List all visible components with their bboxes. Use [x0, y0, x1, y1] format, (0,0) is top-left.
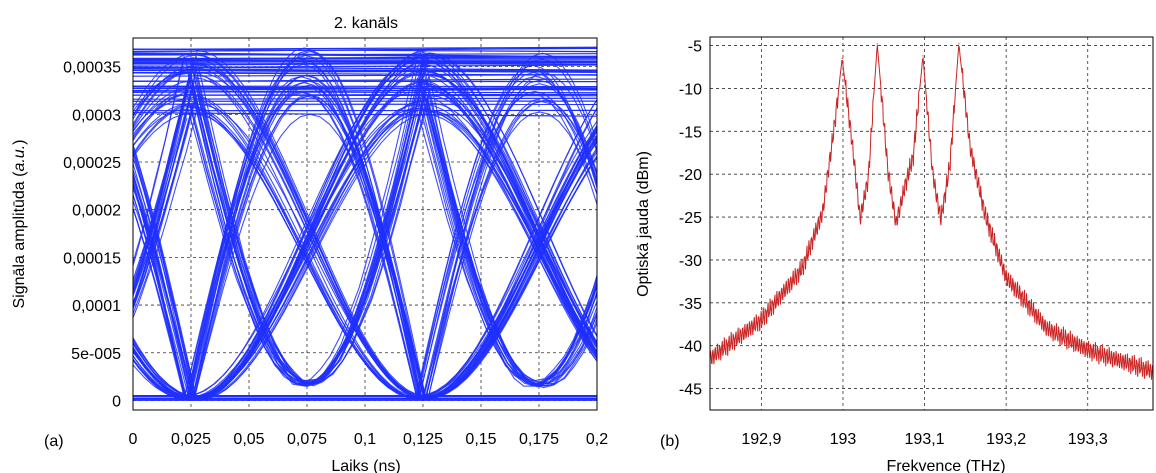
eye-x-tick-label: 0,175 — [519, 431, 559, 448]
eye-trace — [133, 59, 597, 64]
spectrum-grid — [710, 37, 1153, 410]
eye-trace — [133, 47, 597, 53]
eye-trace — [133, 46, 597, 50]
eye-y-tick-label: 5e-005 — [71, 346, 121, 363]
eye-y-tick-labels: 0 5e-005 0,0001 0,00015 0,0002 0,00025 0,0003 0… — [63, 60, 121, 411]
eye-x-axis-label: Laiks (ns) — [331, 458, 400, 473]
spectrum-peak-point — [876, 43, 878, 45]
spectrum-peak-point — [958, 43, 960, 45]
eye-y-axis-label-main: Signāla amplitūda ( — [11, 171, 28, 309]
spectrum-plot-frame — [709, 36, 1154, 411]
eye-x-tick-labels: 0 0,025 0,05 0,075 0,1 0,125 0,15 0,175 0,2 — [129, 431, 609, 448]
eye-trace — [133, 96, 597, 386]
spectrum-y-tick-label: -45 — [679, 382, 702, 399]
spectrum-peak-point — [841, 57, 843, 60]
spectrum-y-tick-label: -40 — [679, 339, 702, 356]
eye-trace — [133, 67, 597, 73]
spectrum-y-tick-label: -15 — [679, 124, 702, 141]
eye-x-tick-label: 0,125 — [403, 431, 443, 448]
spectrum-y-tick-label: -20 — [679, 167, 702, 184]
eye-y-tick-label: 0,00015 — [63, 250, 121, 267]
spectrum-x-tick-label: 193,1 — [905, 431, 945, 448]
eye-trace — [133, 112, 597, 117]
spectrum-y-axis-label: Optiskā jauda (dBm) — [635, 151, 652, 297]
spectrum-y-tick-label: -10 — [679, 81, 702, 98]
spectrum-x-tick-labels: 192,9 193 193,1 193,2 193,3 — [741, 431, 1107, 448]
eye-trace — [133, 97, 597, 100]
eye-trace — [133, 53, 597, 56]
spectrum-x-axis-label: Frekvence (THz) — [886, 458, 1005, 473]
eye-y-axis-label: Signāla amplitūda (a.u.) — [11, 140, 28, 309]
eye-y-axis-label-end: ) — [11, 140, 28, 145]
eye-trace — [133, 59, 597, 399]
eye-trace — [133, 78, 597, 83]
spectrum-chart: 192,9 193 193,1 193,2 193,3 -5 -10 -15 -20 -25 -3… — [635, 36, 1154, 473]
spectrum-x-tick-label: 193,3 — [1068, 431, 1108, 448]
eye-trace — [133, 93, 597, 400]
eye-y-tick-label: 0,0003 — [72, 107, 121, 124]
eye-x-tick-label: 0 — [129, 431, 138, 448]
spectrum-x-tick-label: 193,2 — [986, 431, 1026, 448]
eye-trace — [133, 86, 597, 90]
eye-y-tick-label: 0,00025 — [63, 155, 121, 172]
eye-trace — [133, 93, 597, 387]
eye-x-tick-label: 0,05 — [233, 431, 264, 448]
eye-x-tick-label: 0,075 — [287, 431, 327, 448]
eye-y-axis-label-unit: a.u. — [11, 145, 28, 172]
eye-trace — [133, 80, 597, 401]
eye-trace — [133, 86, 597, 92]
eye-trace — [133, 94, 597, 97]
eye-trace — [133, 91, 597, 94]
spectrum-y-tick-labels: -5 -10 -15 -20 -25 -30 -35 -40 -45 — [679, 39, 702, 399]
panel-label-a: (a) — [44, 433, 64, 450]
eye-x-tick-label: 0,15 — [465, 431, 496, 448]
eye-diagram-chart: 2. kanāls 0 0,025 0,05 0,075 0,1 0,125 0,15 0,1… — [11, 15, 609, 473]
eye-trace — [133, 74, 597, 77]
spectrum-y-tick-label: -25 — [679, 210, 702, 227]
spectrum-x-tick-label: 193 — [830, 431, 857, 448]
eye-y-tick-label: 0,0001 — [72, 298, 121, 315]
spectrum-peak-point — [922, 55, 924, 57]
eye-y-tick-label: 0,00035 — [63, 60, 121, 77]
spectrum-y-tick-label: -5 — [688, 39, 702, 56]
eye-y-tick-label: 0,0002 — [72, 203, 121, 220]
spectrum-y-tick-label: -35 — [679, 296, 702, 313]
eye-traces — [133, 46, 597, 401]
eye-x-tick-label: 0,025 — [171, 431, 211, 448]
eye-trace — [133, 62, 597, 66]
spectrum-y-tick-label: -30 — [679, 253, 702, 270]
eye-x-tick-label: 0,1 — [354, 431, 376, 448]
panel-label-b: (b) — [660, 433, 680, 450]
eye-plot-frame — [132, 37, 598, 411]
spectrum-line — [709, 45, 1154, 380]
chart-title: 2. kanāls — [334, 15, 398, 32]
eye-y-tick-label: 0 — [112, 393, 121, 410]
eye-trace — [133, 64, 597, 69]
spectrum-x-tick-label: 192,9 — [741, 431, 781, 448]
spectrum-trace — [709, 43, 1154, 380]
eye-x-tick-label: 0,2 — [586, 431, 608, 448]
